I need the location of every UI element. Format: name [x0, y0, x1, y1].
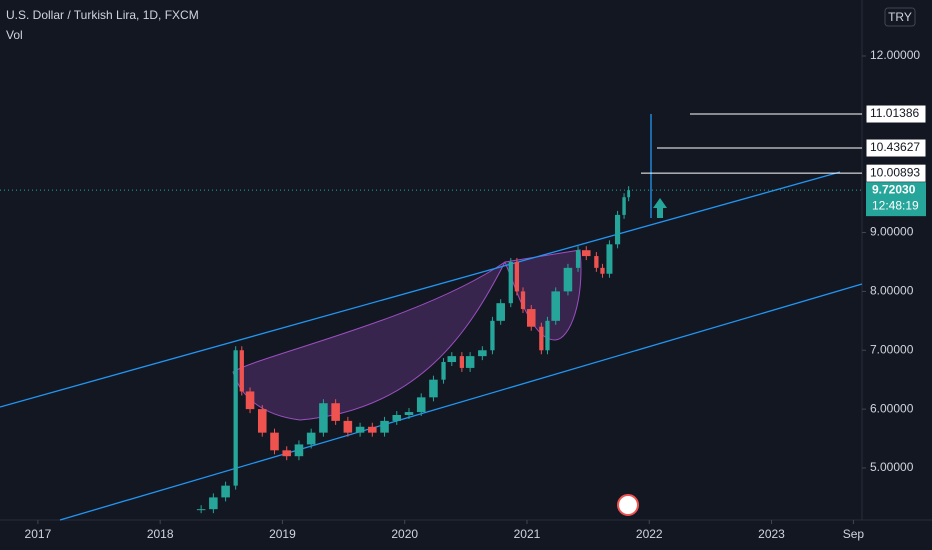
candle — [551, 291, 560, 321]
price-tag: 10.00893 — [870, 165, 920, 179]
candle — [245, 391, 255, 410]
candle — [459, 356, 465, 368]
last-price-box — [866, 182, 926, 217]
candle — [392, 414, 402, 421]
candle — [429, 379, 438, 398]
candle — [355, 426, 365, 433]
candle — [545, 320, 550, 351]
price-label: 5.00000 — [870, 460, 914, 474]
upper-trendline — [0, 171, 841, 408]
countdown: 12:48:19 — [872, 198, 919, 212]
price-label: 9.00000 — [870, 225, 914, 239]
candle — [514, 261, 520, 292]
candle — [465, 356, 475, 368]
price-label: 8.00000 — [870, 284, 914, 298]
candle — [606, 244, 613, 274]
last-price: 9.72030 — [872, 182, 916, 196]
time-label: Sep — [843, 527, 865, 541]
time-label: 2021 — [514, 527, 541, 541]
price-label: 12.00000 — [870, 48, 920, 62]
price-tag: 11.01386 — [870, 106, 919, 120]
currency-button[interactable] — [884, 7, 916, 27]
currency-label[interactable]: TRY — [888, 10, 912, 24]
candle — [496, 303, 505, 321]
time-label: 2018 — [147, 527, 174, 541]
candle — [282, 450, 292, 457]
candle — [478, 350, 487, 357]
candle — [508, 261, 513, 304]
candle — [233, 350, 238, 486]
candle — [404, 412, 414, 415]
price-label: 6.00000 — [870, 401, 914, 415]
candle — [221, 485, 230, 498]
price-tag-box — [865, 138, 927, 158]
candle — [600, 267, 605, 274]
candle — [594, 256, 599, 268]
price-tag: 10.43627 — [870, 140, 920, 154]
candle — [343, 420, 353, 433]
candle — [239, 350, 244, 392]
indicator-label: Vol — [6, 28, 23, 42]
candle — [270, 432, 279, 451]
candle — [490, 320, 495, 351]
time-label: 2022 — [636, 527, 663, 541]
price-tag-box — [865, 104, 927, 124]
candle — [563, 267, 573, 292]
candle — [368, 426, 377, 433]
candle — [615, 214, 621, 245]
candle — [319, 403, 328, 433]
price-label: 7.00000 — [870, 342, 914, 356]
time-label: 2020 — [391, 527, 418, 541]
candle — [526, 309, 536, 327]
time-label: 2023 — [758, 527, 785, 541]
up-arrow — [653, 198, 667, 218]
candle — [196, 509, 206, 511]
candle — [306, 432, 316, 445]
time-label: 2017 — [25, 527, 52, 541]
candle — [520, 291, 526, 310]
cup-pattern — [232, 261, 506, 421]
candle — [582, 250, 591, 257]
event-flag[interactable] — [617, 494, 639, 516]
candle — [209, 497, 218, 510]
candle — [539, 326, 544, 351]
symbol-title: U.S. Dollar / Turkish Lira, 1D, FXCM — [6, 8, 199, 22]
candle — [331, 403, 340, 421]
candle — [380, 420, 389, 433]
candle — [622, 197, 626, 215]
time-label: 2019 — [269, 527, 296, 541]
candle — [447, 356, 457, 363]
candle — [294, 444, 304, 457]
candle — [575, 250, 581, 268]
candle — [441, 362, 446, 380]
lower-trendline — [59, 283, 863, 521]
candle — [416, 397, 426, 413]
candle — [627, 190, 631, 198]
candle — [257, 409, 267, 433]
